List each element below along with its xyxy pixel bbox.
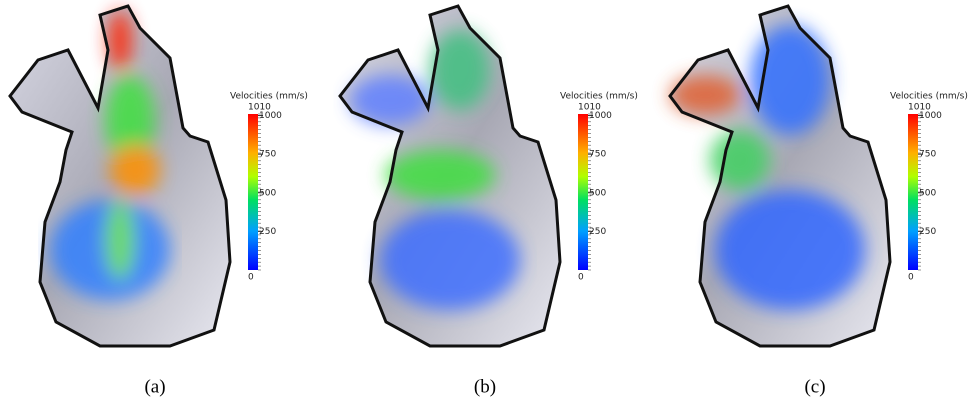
colorbar [578, 114, 588, 270]
colorbar-title: Velocities (mm/s) [230, 92, 308, 102]
tick-label: 750 [919, 150, 936, 160]
caption: (c) [804, 376, 825, 397]
figure: Velocities (mm/s)101002505007501000 Velo… [0, 0, 971, 405]
tick-label: 250 [259, 227, 276, 237]
tick-label: 250 [589, 227, 606, 237]
colorbar-title: Velocities (mm/s) [560, 92, 638, 102]
colorbar-min-label: 0 [908, 273, 914, 283]
colorbar [248, 114, 258, 270]
tick-label: 500 [259, 188, 276, 198]
tick-label: 750 [589, 150, 606, 160]
tick-label: 1000 [589, 111, 612, 121]
tick-label: 750 [259, 150, 276, 160]
tick-label: 1000 [919, 111, 942, 121]
caption: (b) [474, 376, 496, 397]
caption: (a) [144, 376, 165, 397]
colorbar-title: Velocities (mm/s) [890, 92, 968, 102]
tick-label: 500 [919, 188, 936, 198]
colorbar-min-label: 0 [578, 273, 584, 283]
colorbar [908, 114, 918, 270]
tick-label: 250 [919, 227, 936, 237]
tick-label: 1000 [259, 111, 282, 121]
tick-label: 500 [589, 188, 606, 198]
colorbar-min-label: 0 [248, 273, 254, 283]
